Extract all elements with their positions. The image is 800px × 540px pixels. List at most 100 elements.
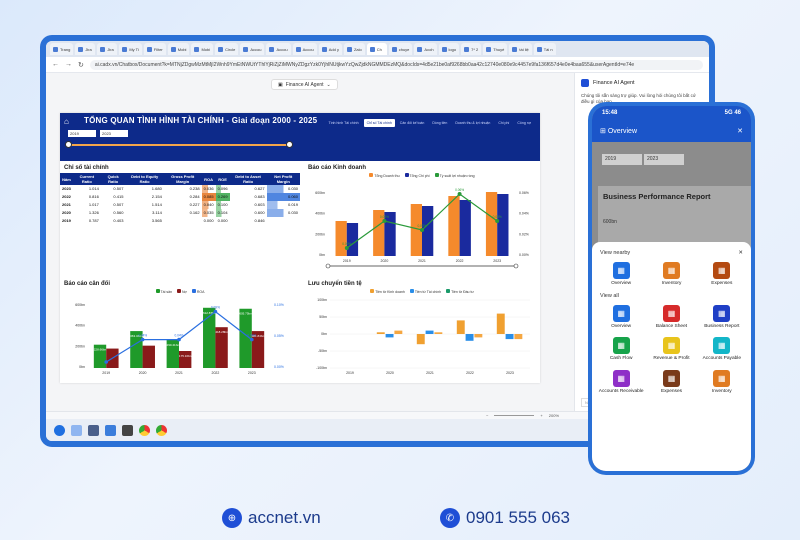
revenue-bar <box>485 192 498 256</box>
tile-icon: ▦ <box>662 337 680 354</box>
phone-frame: 15:48 5G 46 ⊞ Overview ✕ 2019 2023 Busin… <box>588 102 755 475</box>
nav-tile[interactable]: ▦ Overview <box>596 262 646 287</box>
cashflow-panel: Lưu chuyển tiền tệ Tiền từ Kinh doanh Tiề… <box>304 279 540 383</box>
browser-tab[interactable]: Jira <box>75 43 96 55</box>
dashboard-nav-tab[interactable]: Doanh thu & lợi nhuận <box>455 121 491 125</box>
chrome-icon-2[interactable] <box>156 424 167 436</box>
nav-tile[interactable]: ▦ Expenses <box>697 262 747 287</box>
nav-tile[interactable]: ▦ Inventory <box>697 369 747 395</box>
phone-text[interactable]: 0901 555 063 <box>466 508 570 527</box>
browser-tab[interactable]: Circle <box>215 43 239 55</box>
investing-bar <box>474 334 483 338</box>
browser-tab[interactable]: tài liệ <box>509 43 532 55</box>
home-icon[interactable]: ⌂ <box>64 117 69 126</box>
legend-swatch <box>177 289 182 293</box>
tab-label: Mobi <box>177 46 187 52</box>
dashboard-nav-tab[interactable]: Công nợ <box>517 121 531 125</box>
table-cell: 2023 <box>62 186 71 191</box>
tile-label: Expenses <box>660 388 683 394</box>
table-row: 2023 1.014 0.507 1.680 0.238 0.036 0.096 0.627 0… <box>60 185 300 193</box>
browser-tab[interactable]: Ch <box>366 43 387 55</box>
browser-tab[interactable]: Trang <box>50 43 74 55</box>
taskview-icon[interactable] <box>88 424 99 436</box>
browser-tab[interactable]: My Ti <box>119 43 142 55</box>
tile-label: Revenue & Profit <box>653 356 690 361</box>
phone-year-to[interactable]: 2023 <box>644 154 684 165</box>
nav-tile[interactable]: ▦ Overview <box>596 304 646 330</box>
back-icon[interactable]: ← <box>52 61 59 68</box>
tab-favicon-icon <box>269 46 275 52</box>
business-chart: 600bn 400bn 200bn 0bn 0.06% 0.04% 0.02% 0.00% 20… <box>315 188 529 269</box>
dashboard-nav-tab[interactable]: Chi phí <box>498 121 510 125</box>
dashboard-nav-tab[interactable]: Dòng tiền <box>432 121 448 125</box>
tab-favicon-icon <box>194 46 200 52</box>
nav-tile[interactable]: ▦ Accounts Payable <box>697 337 747 362</box>
tile-icon: ▦ <box>662 304 680 322</box>
browser-tab[interactable]: Accou <box>240 43 265 55</box>
agent-selector[interactable]: ▣ Finance AI Agent ⌄ <box>271 79 338 90</box>
close-icon[interactable]: ✕ <box>737 128 743 135</box>
tab-label: 7* 2 <box>471 46 479 52</box>
zoom-out-icon[interactable]: − <box>486 413 489 418</box>
x-tick-label: 2021 <box>175 371 183 375</box>
y2-tick-label: 0.05% <box>274 334 284 338</box>
browser-tab[interactable]: Accou <box>266 43 291 55</box>
dashboard-nav-tab[interactable]: Tình hình Tài chính <box>328 121 359 125</box>
browser-tab[interactable]: Jira <box>97 43 118 55</box>
nav-tile[interactable]: ▦ Accounts Receivable <box>596 369 646 395</box>
reload-icon[interactable]: ↻ <box>78 61 84 69</box>
year-to-input[interactable]: 2023 <box>100 130 128 137</box>
browser-tab[interactable]: Mobi <box>191 43 214 55</box>
year-range-slider[interactable] <box>65 141 293 148</box>
browser-tab[interactable]: Thuyé <box>483 43 508 55</box>
nav-tile[interactable]: ▦ Expenses <box>646 369 696 395</box>
menu-icon[interactable]: ⊞ <box>600 128 606 135</box>
chrome-icon[interactable] <box>139 424 150 436</box>
legend-label: Tiền từ Tài chính <box>414 290 442 294</box>
browser-tab[interactable]: Mobi <box>167 43 190 55</box>
table-cell: 1.514 <box>151 202 162 207</box>
start-icon[interactable] <box>54 424 65 436</box>
forward-icon[interactable]: → <box>65 61 72 68</box>
browser-tab[interactable]: Tài n <box>533 43 556 55</box>
dashboard-nav-tab[interactable]: Chỉ số Tài chính <box>363 119 395 127</box>
browser-tab[interactable]: logo <box>438 43 460 55</box>
browser-tab[interactable]: Zalo <box>343 43 365 55</box>
browser-tab[interactable]: Filter <box>143 43 166 55</box>
revenue-bar <box>373 210 385 256</box>
nav-tile[interactable]: ▦ Inventory <box>646 262 696 287</box>
slider-end-handle[interactable] <box>286 141 293 148</box>
slider-start-handle[interactable] <box>65 141 72 148</box>
year-from-input[interactable]: 2019 <box>68 130 96 137</box>
nav-tile[interactable]: ▦ Cash Flow <box>596 337 646 362</box>
website-text[interactable]: accnet.vn <box>248 508 321 527</box>
nav-tile[interactable]: ▦ Balance Sheet <box>646 304 696 330</box>
legend-item: Tài sản <box>155 289 172 294</box>
financing-bar <box>465 334 474 341</box>
browser-tab[interactable]: Accou <box>292 43 317 55</box>
sheet-close-icon[interactable]: ✕ <box>738 250 743 256</box>
zoom-in-icon[interactable]: + <box>540 413 543 418</box>
browser-tab[interactable]: Acoh <box>414 43 437 55</box>
nav-tile[interactable]: ▦ Business Report <box>697 304 747 330</box>
browser-tab[interactable]: chuye <box>388 43 413 55</box>
investing-bar <box>514 334 523 340</box>
legend-label: Nợ <box>182 290 187 294</box>
browser-tab[interactable]: Add y <box>318 43 342 55</box>
legend-item: Tổng Chi phí <box>404 173 430 178</box>
address-input[interactable]: ai.cadx.vn/Chatbox/Document?k=MTNjZDgwMz… <box>89 59 703 70</box>
explorer-icon[interactable] <box>105 424 116 436</box>
y-tick-label: 600bn <box>75 303 85 307</box>
dashboard-title: TỔNG QUAN TÌNH HÌNH TÀI CHÍNH - Giai đoạ… <box>84 116 318 125</box>
phone-year-from[interactable]: 2019 <box>602 154 642 165</box>
search-icon[interactable] <box>71 424 82 436</box>
assets-label: 612.87bn <box>203 311 216 315</box>
terminal-icon[interactable] <box>122 424 133 436</box>
y-tick-label: 100bn <box>317 298 327 302</box>
table-cell: 0.507 <box>113 202 124 207</box>
nav-tile[interactable]: ▦ Revenue & Profit <box>646 337 696 362</box>
zoom-slider[interactable] <box>494 415 535 416</box>
browser-tab[interactable]: 7* 2 <box>461 43 482 55</box>
dashboard-nav-tab[interactable]: Cân đối kế toán <box>399 121 425 125</box>
table-cell: 0.036 <box>201 185 216 193</box>
